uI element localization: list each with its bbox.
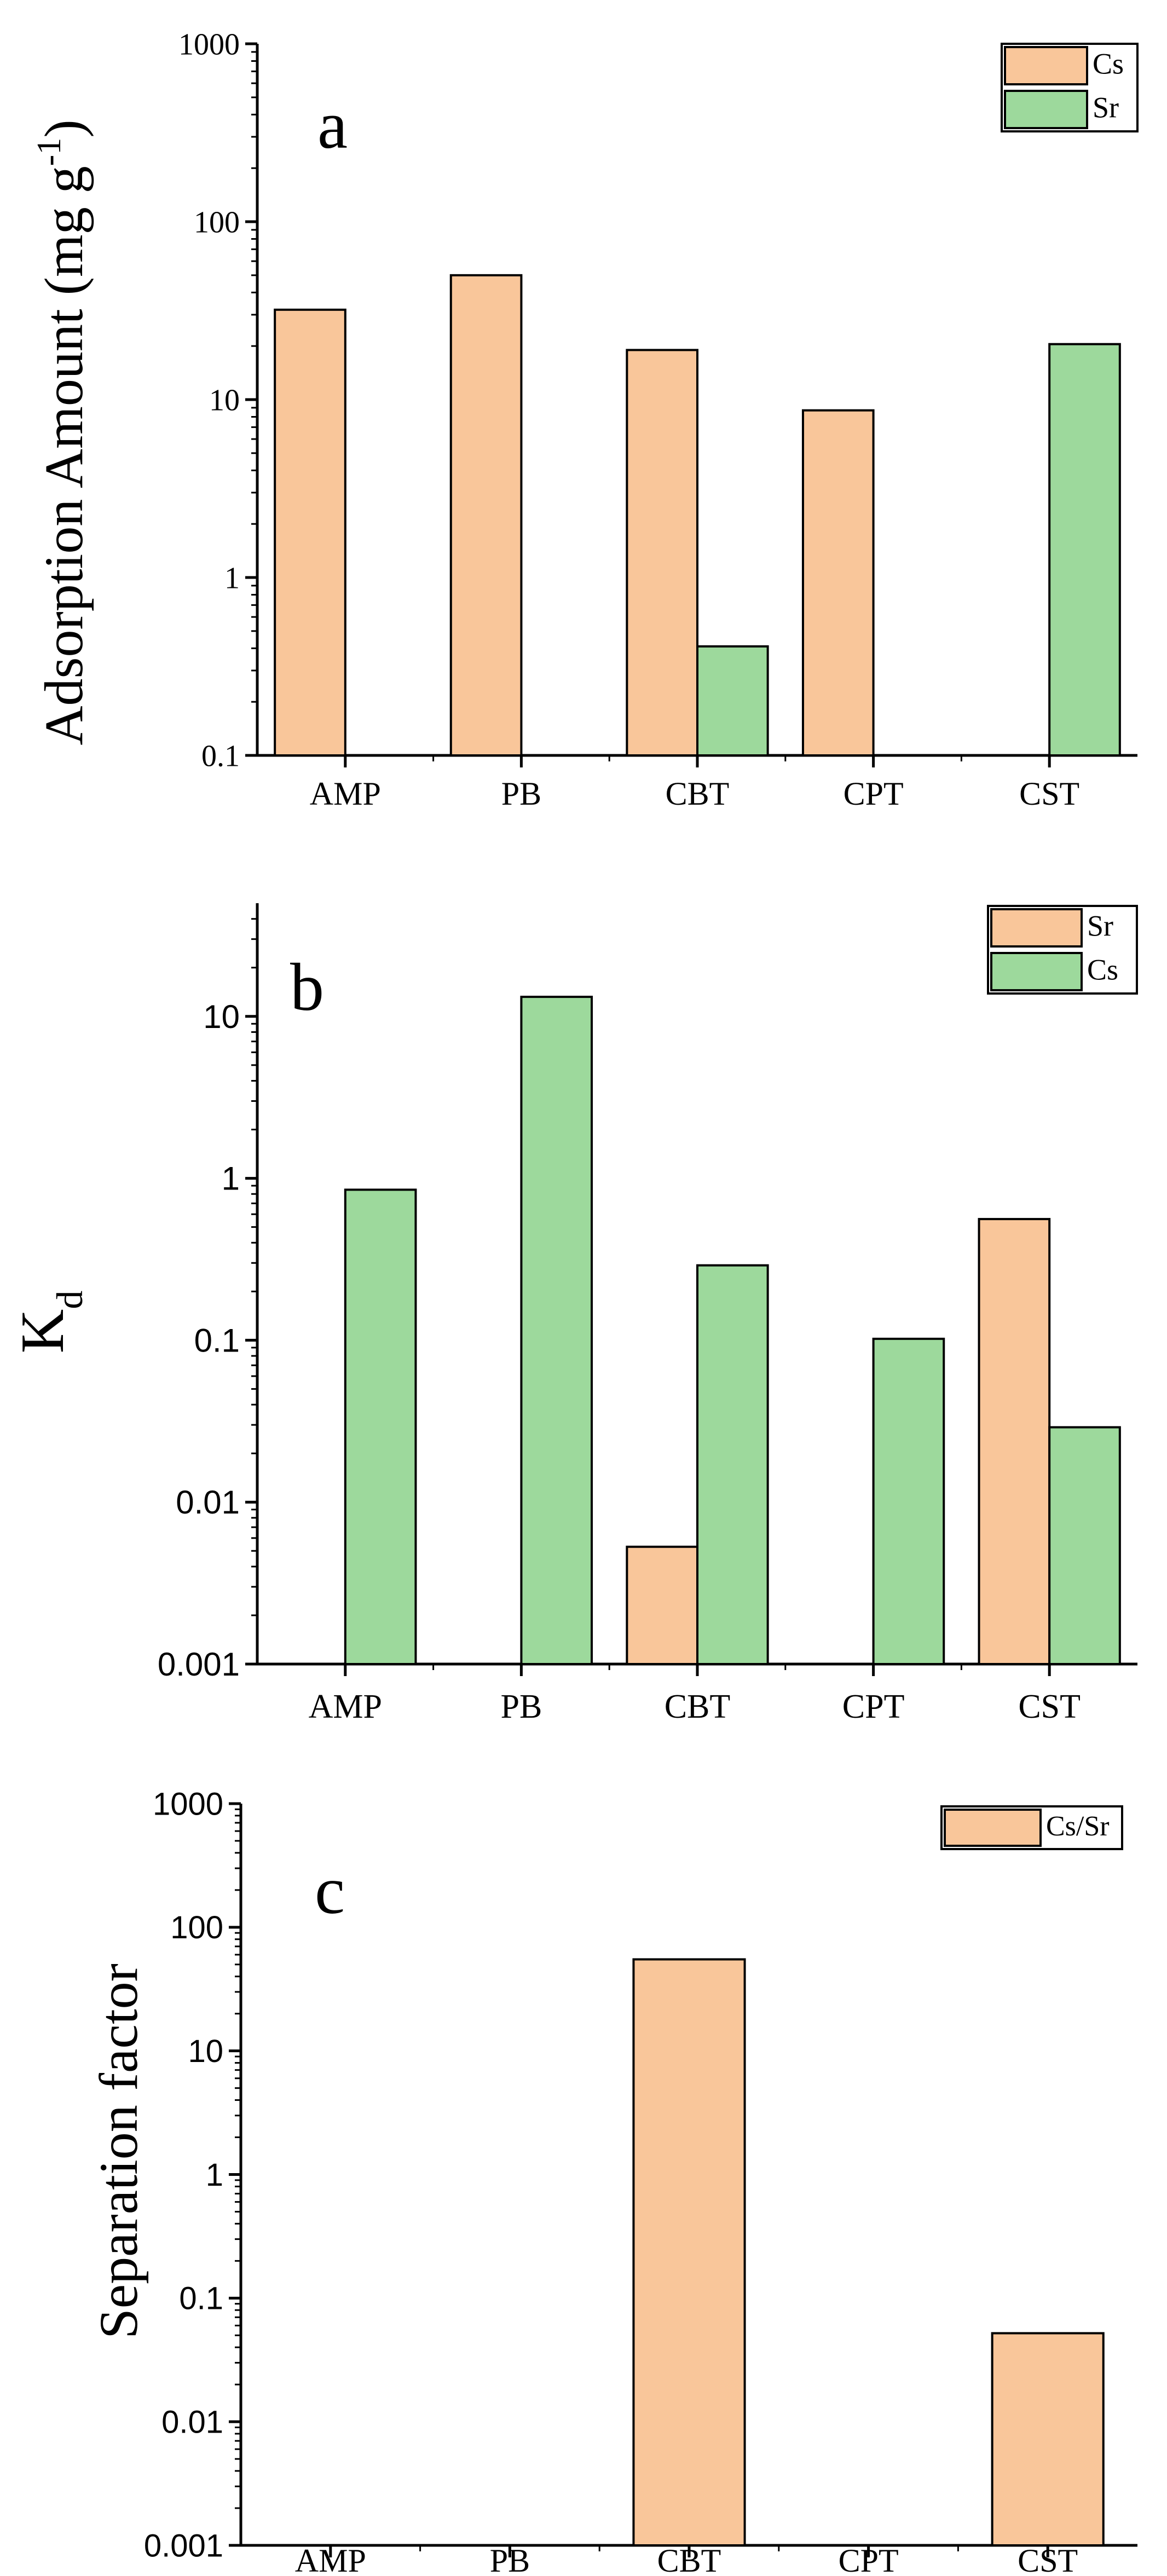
panel-a-chart: Adsorption Amount (mg g-1) 0.1 1 10 100 1000…: [31, 28, 1139, 812]
y-tick-label: 0.01: [176, 1484, 240, 1521]
x-tick-label: PB: [490, 2543, 530, 2576]
panel-label: a: [317, 88, 348, 163]
bar-cs-cst: [1048, 1426, 1121, 1665]
y-tick-label: 0.1: [201, 740, 240, 773]
bar-cs-cbt: [696, 1264, 769, 1666]
legend-label-cs: Cs: [1093, 47, 1124, 80]
y-tick-label: 100: [170, 1910, 223, 1945]
y-tick-label: 1: [222, 1160, 240, 1197]
x-tick-label: CBT: [665, 1688, 731, 1725]
y-tick-label: 0.001: [144, 2528, 223, 2563]
x-tick-label: CST: [1018, 1688, 1081, 1725]
x-tick-label: CPT: [844, 776, 904, 812]
panel-a-ylabel-suffix: ): [33, 119, 94, 137]
legend-swatch-cs-sr: [944, 1809, 1042, 1847]
x-tick-label: CST: [1019, 776, 1079, 812]
bar-sr-cbt: [626, 1545, 698, 1665]
bar-sr-cst: [1048, 343, 1121, 756]
x-tick-label: CPT: [839, 2543, 899, 2576]
panel-b-ylabel-subscript: d: [49, 1291, 90, 1309]
bar-cs-cpt: [801, 409, 875, 756]
panel-c-ylabel: Separation factor: [88, 1963, 149, 2339]
panel-b-ylabel-main: K: [9, 1309, 77, 1354]
bar-cs-pb: [520, 996, 593, 1665]
x-tick-label: CST: [1018, 2543, 1078, 2576]
bar-cs-cbt: [626, 349, 698, 756]
y-tick-label: 0.1: [179, 2281, 223, 2317]
y-tick-label: 1: [224, 562, 240, 596]
panel-a-ylabel-main: Adsorption Amount (mg g: [33, 166, 94, 745]
y-tick-label: 10: [209, 384, 240, 418]
bar-cs-sr-cst: [991, 2332, 1105, 2546]
bar-cs-amp: [344, 1188, 417, 1665]
legend-swatch-cs: [1004, 46, 1088, 85]
y-tick-label: 1000: [178, 28, 240, 62]
legend-label-cs: Cs: [1087, 953, 1118, 986]
panel-a-ylabel-superscript: -1: [31, 138, 68, 166]
panel-b-ylabel: Kd: [9, 1291, 90, 1354]
y-tick-label: 0.01: [161, 2404, 223, 2440]
x-tick-label: CBT: [657, 2543, 721, 2576]
legend-swatch-sr: [1004, 90, 1088, 129]
legend-swatch-cs: [990, 952, 1083, 991]
y-tick-label: 10: [188, 2034, 223, 2069]
x-tick-label: CBT: [666, 776, 730, 812]
legend-label-sr: Sr: [1093, 91, 1119, 124]
legend-label-sr: Sr: [1087, 909, 1113, 942]
x-tick-label: AMP: [309, 1688, 382, 1725]
legend-label-cs-sr: Cs/Sr: [1046, 1811, 1110, 1842]
panel-label: c: [315, 1853, 345, 1928]
legend-swatch-sr: [990, 908, 1083, 948]
x-tick-label: PB: [500, 1688, 542, 1725]
bar-cs-amp: [274, 308, 346, 756]
y-tick-label: 1: [206, 2157, 223, 2193]
x-tick-label: CPT: [842, 1688, 905, 1725]
y-tick-label: 1000: [153, 1786, 223, 1822]
panel-c-chart: Separation factor 0.001 0.01 0.1 1 10 100 1000…: [88, 1786, 1137, 2576]
x-tick-label: PB: [501, 776, 541, 812]
y-tick-label: 10: [203, 998, 240, 1035]
x-tick-label: AMP: [295, 2543, 366, 2576]
y-tick-label: 0.001: [158, 1646, 240, 1683]
y-tick-label: 0.1: [194, 1322, 240, 1359]
bar-sr-cbt: [696, 645, 769, 756]
x-tick-label: AMP: [310, 776, 381, 812]
panel-label: b: [290, 950, 324, 1025]
bar-cs-pb: [449, 274, 523, 756]
bar-cs-sr-cbt: [632, 1958, 746, 2546]
bar-cs-cpt: [872, 1337, 945, 1665]
y-tick-label: 100: [194, 206, 240, 240]
panel-a-ylabel: Adsorption Amount (mg g-1): [31, 119, 94, 745]
bar-sr-cst: [978, 1218, 1051, 1665]
panel-b-chart: Kd 0.001 0.01 0.1 1 10 AMP PB CBT CPT CST b Sr Cs: [9, 903, 1138, 1725]
